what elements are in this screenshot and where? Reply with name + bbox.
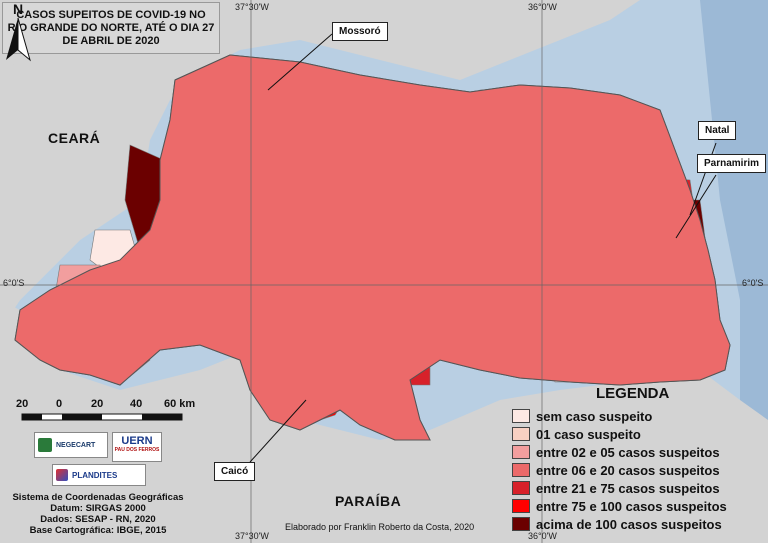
legend-swatch (512, 499, 530, 513)
legend-label: entre 02 e 05 casos suspeitos (536, 444, 720, 460)
legend-item: entre 21 e 75 casos suspeitos (512, 480, 720, 496)
legend-item: entre 06 e 20 casos suspeitos (512, 462, 720, 478)
legend-item: 01 caso suspeito (512, 426, 641, 442)
plandites-icon (56, 469, 68, 481)
credit-line: Base Cartográfica: IBGE, 2015 (29, 525, 167, 536)
legend-label: sem caso suspeito (536, 408, 653, 424)
uern-label: UERN (121, 435, 153, 447)
legend-item: acima de 100 casos suspeitos (512, 516, 722, 532)
leader-caico (249, 399, 307, 463)
author-credit: Elaborado por Franklin Roberto da Costa,… (285, 522, 475, 532)
callout-mossoro: Mossoró (332, 22, 388, 41)
label-paraiba: PARAÍBA (335, 493, 402, 509)
legend-title: LEGENDA (596, 385, 670, 402)
legend-label: acima de 100 casos suspeitos (536, 516, 722, 532)
map-title: CASOS SUPEITOS DE COVID-19 NO RIO GRANDE… (7, 9, 215, 47)
north-arrow-icon: N (6, 1, 31, 62)
plandites-label: PLANDITES (72, 470, 118, 480)
title-box: CASOS SUPEITOS DE COVID-19 NO RIO GRANDE… (2, 2, 220, 54)
land-ceara (0, 50, 140, 330)
land-north (0, 0, 640, 330)
leader-mossoro (267, 33, 333, 91)
legend-label: entre 21 e 75 casos suspeitos (536, 480, 720, 496)
legend-swatch (512, 463, 530, 477)
legend-label: 01 caso suspeito (536, 426, 641, 442)
leader-parnamirim (675, 174, 717, 239)
credit-line: Dados: SESAP - RN, 2020 (40, 514, 156, 525)
scale-tick: 20 (91, 398, 104, 410)
legend-item: entre 75 e 100 casos suspeitos (512, 498, 727, 514)
land-south (0, 300, 768, 543)
coord-top-right: 36°0'W (528, 2, 557, 12)
coord-bottom-left: 37°30'W (235, 531, 269, 541)
legend-swatch (512, 409, 530, 423)
uern-sub-label: PAU DOS FERROS (114, 447, 160, 453)
legend-item: sem caso suspeito (512, 408, 652, 424)
legend-label: entre 75 e 100 casos suspeitos (536, 498, 727, 514)
north-arrow-label: N (13, 1, 23, 17)
negecart-logo: NEGECART (34, 432, 108, 458)
legend-item: entre 02 e 05 casos suspeitos (512, 444, 720, 460)
negecart-label: NEGECART (56, 441, 96, 449)
credits: Sistema de Coordenadas Geográficas Datum… (8, 492, 188, 536)
legend-swatch (512, 517, 530, 531)
legend-swatch (512, 445, 530, 459)
scale-bar (21, 413, 183, 421)
uern-logo: UERN PAU DOS FERROS (112, 432, 162, 462)
legend-swatch (512, 427, 530, 441)
legend-swatch (512, 481, 530, 495)
callout-natal: Natal (698, 121, 737, 140)
coord-left-lat: 6°0'S (3, 278, 25, 288)
callout-caico: Caicó (214, 462, 256, 481)
credit-line: Datum: SIRGAS 2000 (50, 503, 146, 514)
callout-parnamirim: Parnamirim (697, 154, 767, 173)
negecart-globe-icon (38, 438, 52, 452)
legend-label: entre 06 e 20 casos suspeitos (536, 462, 720, 478)
scale-tick: 60 km (164, 398, 196, 410)
scale-tick: 20 (16, 398, 29, 410)
coord-bottom-right: 36°0'W (528, 531, 557, 541)
label-ceara: CEARÁ (48, 130, 101, 146)
plandites-logo: PLANDITES (52, 464, 146, 486)
coord-right-lat: 6°0'S (742, 278, 764, 288)
scale-tick: 40 (130, 398, 143, 410)
scale-tick: 0 (56, 398, 63, 410)
credit-line: Sistema de Coordenadas Geográficas (12, 492, 184, 503)
coord-top-left: 37°30'W (235, 2, 269, 12)
